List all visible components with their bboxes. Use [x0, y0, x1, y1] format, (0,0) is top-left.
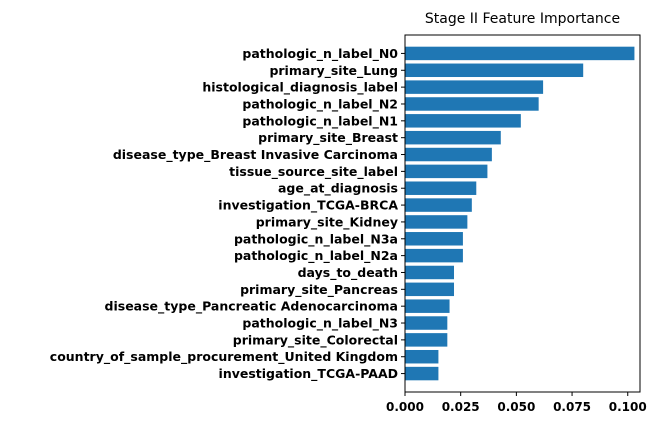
plot-frame	[404, 34, 641, 393]
bar	[405, 333, 448, 347]
y-tick-label: investigation_TCGA-PAAD	[219, 366, 398, 382]
x-tick-label: 0.000	[386, 400, 424, 414]
bar	[405, 349, 439, 364]
x-axis: 0.000 0.025 0.050 0.075 0.100	[386, 392, 647, 414]
bar	[405, 97, 539, 111]
y-tick-label: country_of_sample_procurement_United Kin…	[50, 349, 398, 365]
x-tick-label: 0.100	[609, 400, 647, 414]
y-tick-label: pathologic_n_label_N2	[242, 96, 398, 112]
y-tick-label: days_to_death	[298, 265, 398, 281]
y-tick-labels: pathologic_n_label_N0primary_site_Lunghi…	[50, 46, 405, 382]
y-tick-label: histological_diagnosis_label	[202, 80, 398, 96]
y-tick-label: pathologic_n_label_N3a	[234, 231, 398, 247]
y-tick-label: pathologic_n_label_N3	[242, 316, 398, 332]
bar	[405, 248, 463, 263]
bars-group	[405, 46, 635, 381]
y-tick-label: primary_site_Lung	[269, 63, 398, 79]
y-tick-label: disease_type_Pancreatic Adenocarcinoma	[105, 299, 398, 315]
y-tick-label: disease_type_Breast Invasive Carcinoma	[113, 147, 398, 163]
y-tick-label: primary_site_Kidney	[256, 214, 398, 230]
x-tick-label: 0.025	[442, 400, 480, 414]
chart-title: Stage II Feature Importance	[425, 11, 620, 27]
y-tick-label: pathologic_n_label_N0	[242, 46, 398, 62]
bar	[405, 130, 501, 145]
bar	[405, 198, 472, 212]
y-tick-label: pathologic_n_label_N1	[242, 113, 398, 129]
bar	[405, 114, 521, 128]
x-tick-label: 0.050	[497, 400, 535, 414]
y-tick-label: primary_site_Breast	[258, 130, 398, 146]
bar	[405, 215, 468, 229]
bar	[405, 80, 544, 94]
bar	[405, 147, 492, 162]
y-tick-label: primary_site_Pancreas	[240, 282, 398, 298]
bar	[405, 265, 455, 280]
y-tick-label: tissue_source_site_label	[229, 164, 398, 180]
y-tick-label: age_at_diagnosis	[278, 181, 398, 197]
y-tick-label: primary_site_Colorectal	[233, 332, 398, 348]
bar	[405, 299, 450, 313]
x-tick-label: 0.075	[553, 400, 591, 414]
y-tick-label: investigation_TCGA-BRCA	[218, 198, 398, 214]
bar	[405, 282, 455, 297]
bar	[405, 181, 477, 195]
bar	[405, 366, 439, 381]
bar	[405, 316, 448, 330]
y-tick-label: pathologic_n_label_N2a	[234, 248, 398, 264]
bar	[405, 164, 488, 179]
bar	[405, 232, 463, 246]
bar	[405, 46, 635, 61]
bar	[405, 63, 584, 78]
